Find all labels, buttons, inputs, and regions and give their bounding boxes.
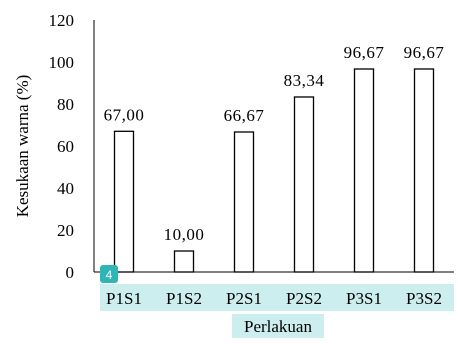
y-tick-label: 40 [57,179,74,198]
x-axis-title: Perlakuan [244,317,312,336]
y-tick-label: 120 [49,11,75,30]
bar [113,130,135,273]
y-tick-label: 100 [49,53,75,72]
y-axis-title: Kesukaan warna (%) [13,75,32,218]
data-label: 66,67 [224,106,265,125]
y-tick-label: 0 [66,263,75,282]
y-axis-ticks: 0 20 40 60 80 100 120 [49,11,75,282]
category-label: P2S1 [226,289,262,308]
category-label: P2S2 [286,289,322,308]
data-label: 96,67 [404,43,445,62]
badge-box [100,265,118,283]
data-label: 83,34 [284,71,325,90]
xlabel-highlight [232,314,324,338]
y-tick-label: 20 [57,221,74,240]
category-label: P3S2 [406,289,442,308]
category-label: P1S1 [106,289,142,308]
data-label: 10,00 [164,225,205,244]
category-labels: P1S1 P1S2 P2S1 P2S2 P3S1 P3S2 [106,289,442,308]
data-label: 96,67 [344,43,385,62]
bar [413,68,435,273]
bar [173,250,195,273]
y-tick-label: 60 [57,137,74,156]
y-tick-label: 80 [57,95,74,114]
badge: 4 [100,265,118,283]
data-labels: 67,00 10,00 66,67 83,34 96,67 96,67 [104,43,445,244]
bar [233,131,255,273]
category-label: P1S2 [166,289,202,308]
data-label: 67,00 [104,105,145,124]
bar [353,68,375,273]
category-label: P3S1 [346,289,382,308]
bars [113,68,435,273]
category-highlight [100,284,454,311]
bar [293,96,315,273]
badge-text: 4 [106,268,113,282]
